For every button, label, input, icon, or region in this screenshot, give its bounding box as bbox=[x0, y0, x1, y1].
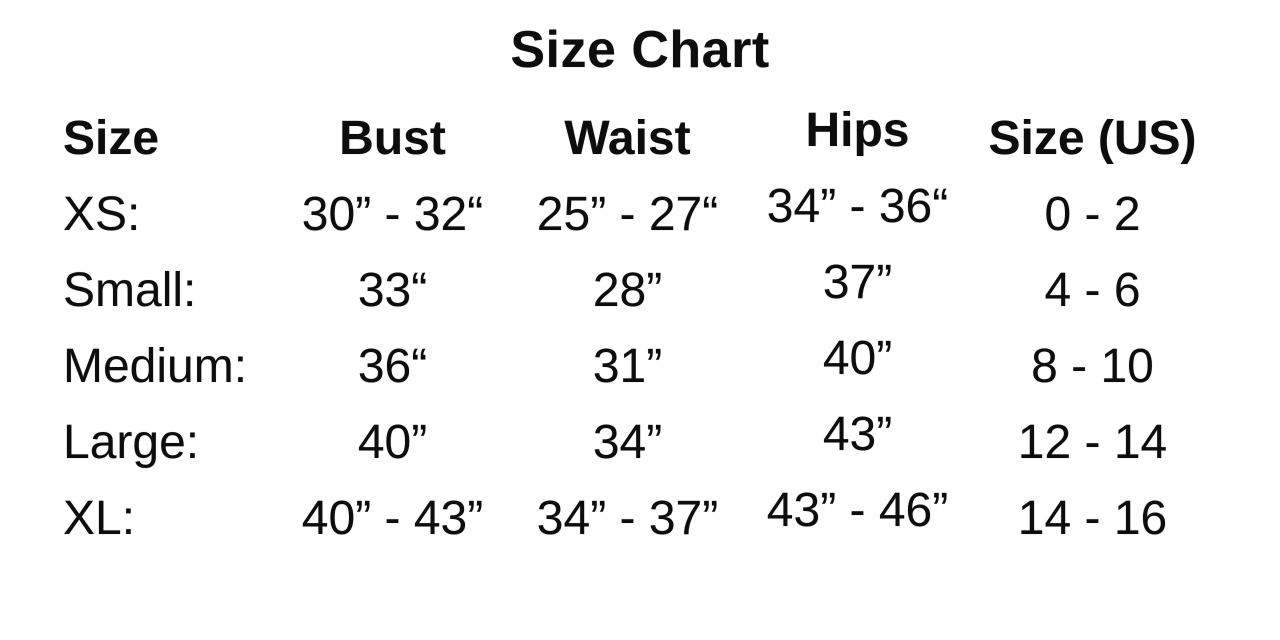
size-us-value: 4 - 6 bbox=[1044, 263, 1141, 317]
row-label: XL: bbox=[63, 491, 136, 545]
size-us-value: 8 - 10 bbox=[1031, 339, 1154, 393]
column-header-size-us: Size (US) bbox=[988, 111, 1197, 165]
column-header-hips: Hips bbox=[805, 103, 910, 157]
waist-value: 25” - 27“ bbox=[536, 187, 719, 241]
waist-value: 28” bbox=[592, 263, 663, 317]
row-label: Large: bbox=[63, 415, 200, 469]
page-title: Size Chart bbox=[510, 21, 770, 79]
bust-value: 30” - 32“ bbox=[301, 187, 484, 241]
column-header-size: Size bbox=[63, 111, 160, 165]
column-header-bust: Bust bbox=[339, 111, 446, 165]
table-row-medium: Medium: 36“ 31” 40” 8 - 10 bbox=[0, 328, 1280, 404]
column-header-waist: Waist bbox=[564, 111, 691, 165]
size-us-value: 14 - 16 bbox=[1017, 491, 1168, 545]
hips-value: 43” bbox=[822, 407, 893, 461]
bust-value: 36“ bbox=[357, 339, 428, 393]
waist-value: 34” - 37” bbox=[536, 491, 719, 545]
hips-value: 40” bbox=[822, 331, 893, 385]
waist-value: 34” bbox=[592, 415, 663, 469]
table-row-xl: XL: 40” - 43” 34” - 37” 43” - 46” 14 - 1… bbox=[0, 480, 1280, 556]
row-label: Small: bbox=[63, 263, 197, 317]
bust-value: 40” - 43” bbox=[301, 491, 484, 545]
waist-value: 31” bbox=[592, 339, 663, 393]
hips-value: 43” - 46” bbox=[766, 483, 949, 537]
table-row-xs: XS: 30” - 32“ 25” - 27“ 34” - 36“ 0 - 2 bbox=[0, 176, 1280, 252]
bust-value: 40” bbox=[357, 415, 428, 469]
table-row-large: Large: 40” 34” 43” 12 - 14 bbox=[0, 404, 1280, 480]
size-us-value: 0 - 2 bbox=[1044, 187, 1141, 241]
row-label: XS: bbox=[63, 187, 141, 241]
bust-value: 33“ bbox=[357, 263, 428, 317]
table-header-row: Size Bust Waist Hips Size (US) bbox=[0, 100, 1280, 176]
table-row-small: Small: 33“ 28” 37” 4 - 6 bbox=[0, 252, 1280, 328]
hips-value: 34” - 36“ bbox=[766, 179, 949, 233]
row-label: Medium: bbox=[63, 339, 248, 393]
size-chart-table: Size Bust Waist Hips Size (US) XS: 30” -… bbox=[0, 100, 1280, 556]
size-us-value: 12 - 14 bbox=[1017, 415, 1168, 469]
hips-value: 37” bbox=[822, 255, 893, 309]
